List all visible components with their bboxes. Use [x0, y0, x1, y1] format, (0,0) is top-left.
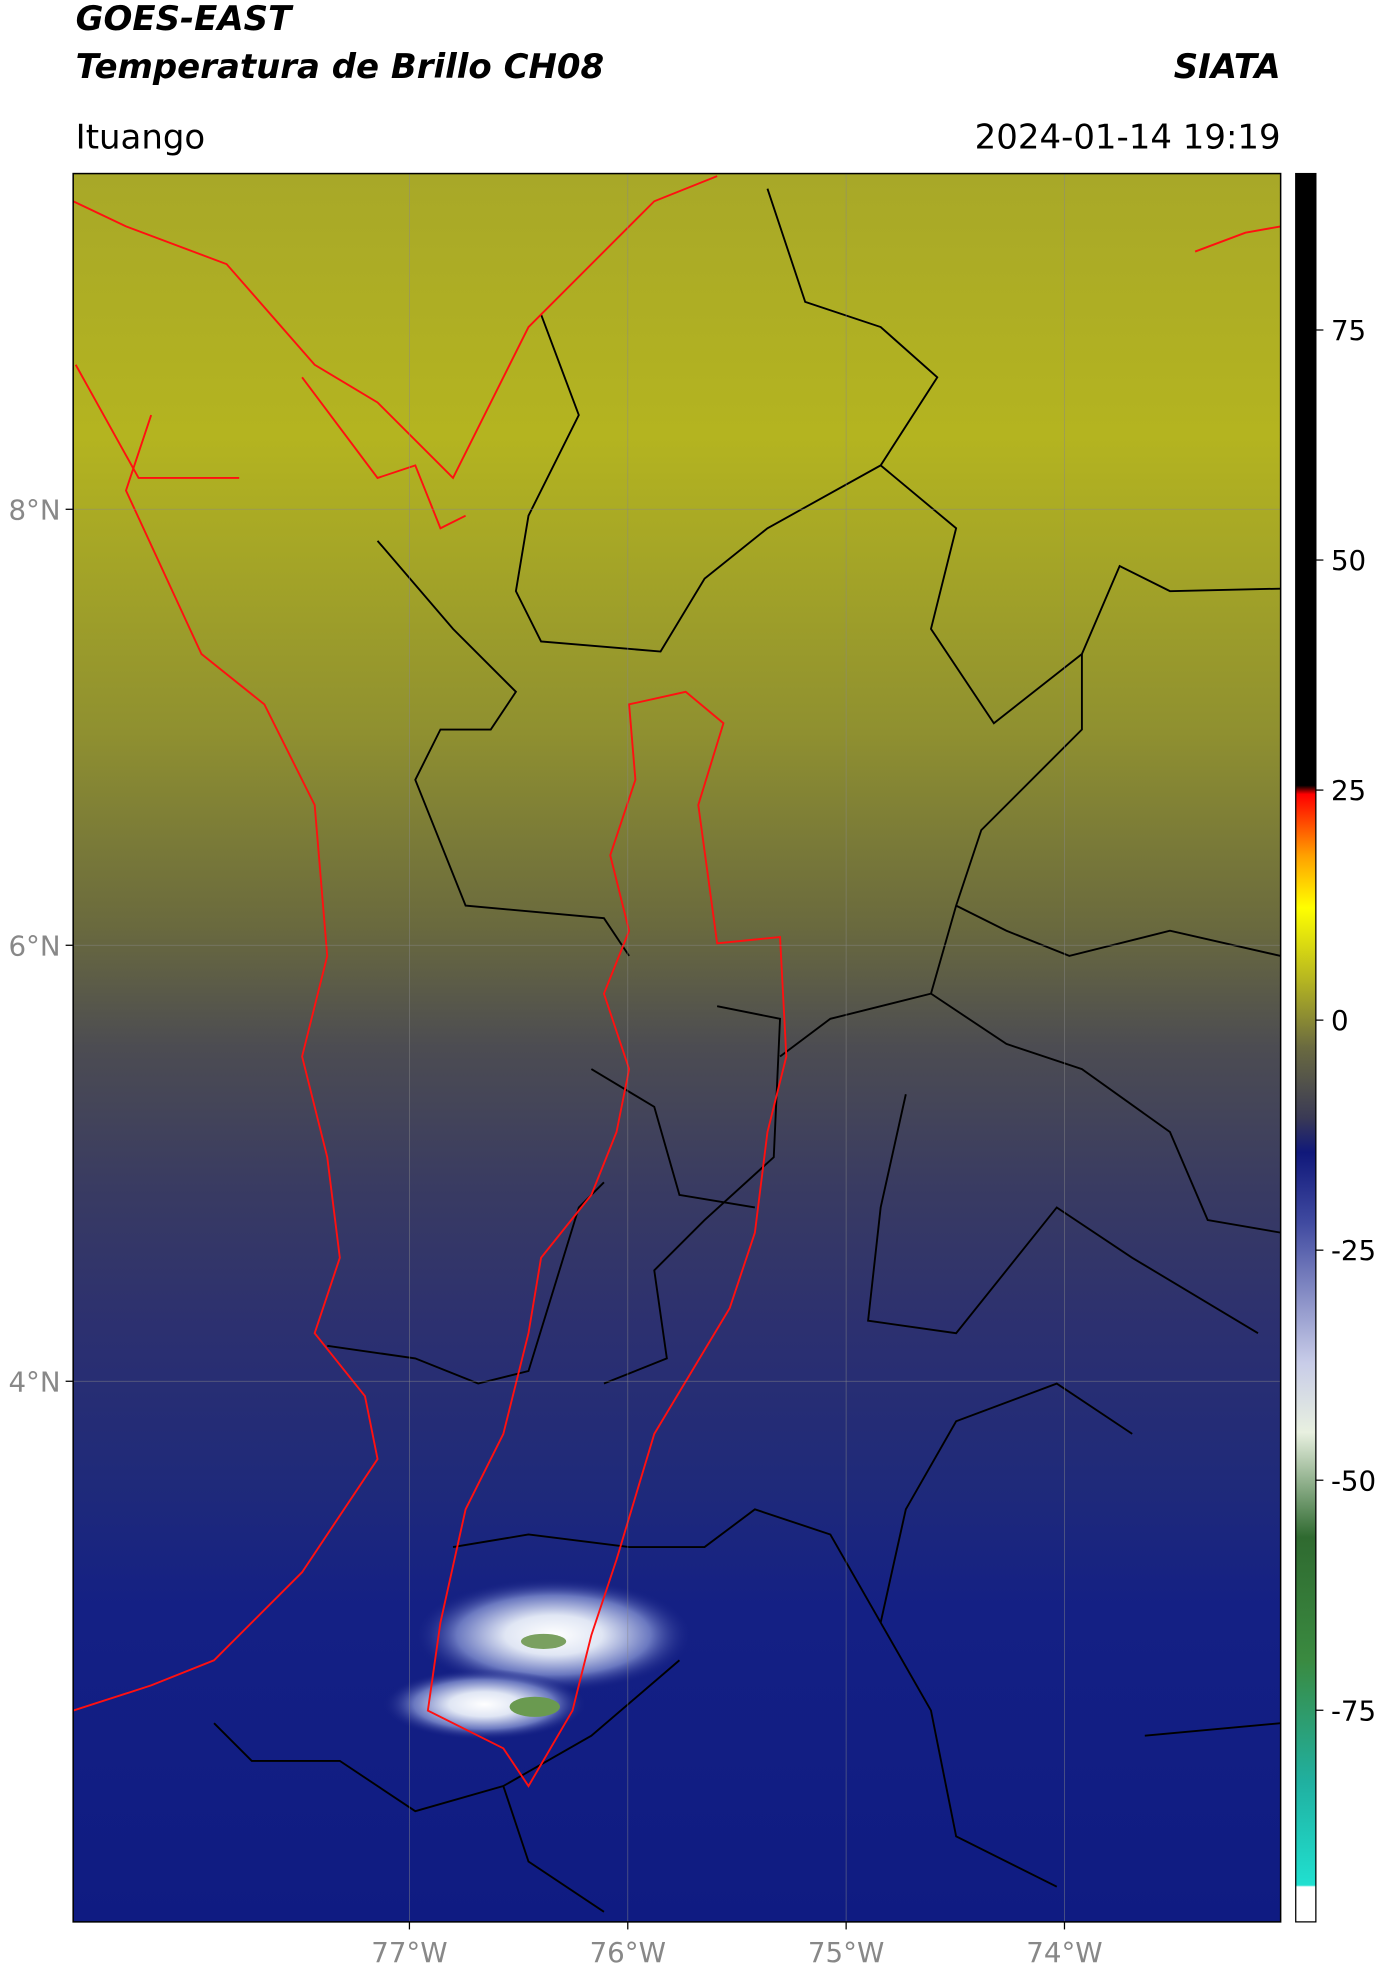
colorbar-tick-label: 50 — [1331, 544, 1366, 577]
title: GOES-EAST — [76, 0, 294, 39]
colorbar-tick-label: 75 — [1331, 314, 1366, 347]
source: SIATA — [1174, 47, 1281, 87]
y-tick-label: 6°N — [8, 929, 60, 962]
map-area — [73, 173, 1281, 1922]
subtitle: Temperatura de Brillo CH08 — [76, 47, 604, 87]
x-tick-label: 77°W — [371, 1936, 447, 1969]
y-tick-label: 8°N — [8, 493, 60, 526]
colorbar-tick-label: -25 — [1331, 1234, 1376, 1267]
map-frame — [72, 172, 1282, 1923]
colorbar-tick-label: -50 — [1331, 1464, 1376, 1497]
colorbar-tick-label: 25 — [1331, 774, 1366, 807]
map-axes: 77°W 76°W 75°W 74°W 8°N 6°N 4°N — [8, 173, 1281, 1969]
x-tick-label: 76°W — [590, 1936, 666, 1969]
colorbar-tick-label: 0 — [1331, 1004, 1349, 1037]
colorbar — [1295, 172, 1317, 1923]
y-tick-label: 4°N — [8, 1365, 60, 1398]
colorbar-axis: 75 50 25 0 -25 -50 -75 — [1315, 314, 1376, 1727]
x-tick-label: 75°W — [808, 1936, 884, 1969]
location: Ituango — [76, 117, 206, 157]
datetime: 2024-01-14 19:19 — [975, 117, 1281, 157]
colorbar-tick-label: -75 — [1331, 1694, 1376, 1727]
x-tick-label: 74°W — [1026, 1936, 1102, 1969]
